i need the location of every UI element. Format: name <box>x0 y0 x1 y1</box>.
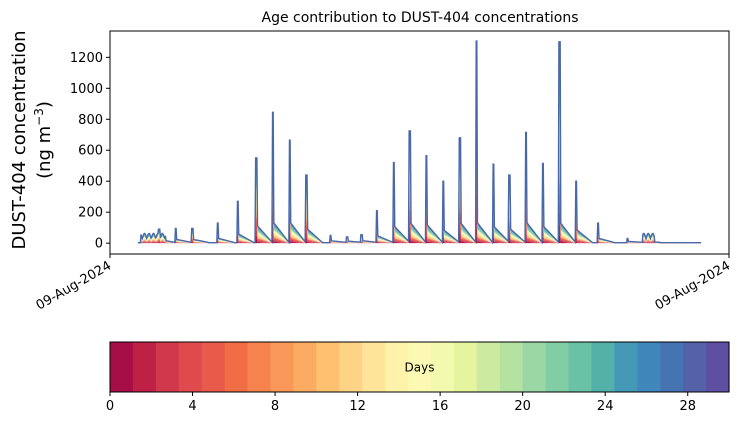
age-band-9 <box>137 168 702 243</box>
age-band-21 <box>137 67 702 243</box>
colorbar-segment <box>110 342 134 392</box>
age-band-11 <box>137 145 702 243</box>
colorbar-tick-label: 20 <box>514 399 531 414</box>
total-series-line <box>137 40 702 245</box>
colorbar: Days 0 4 8 12 16 20 24 28 <box>106 341 730 414</box>
colorbar-tick-label: 16 <box>432 399 449 414</box>
colorbar-segment <box>499 342 524 392</box>
colorbar-segment <box>155 342 180 392</box>
y-tick-label: 0 <box>95 237 103 252</box>
age-band-26 <box>137 41 702 243</box>
colorbar-tick-label: 12 <box>349 399 366 414</box>
age-band-14 <box>137 119 702 243</box>
unit-suffix: ) <box>34 101 55 108</box>
age-band-19 <box>137 90 702 243</box>
age-band-18 <box>137 100 702 243</box>
age-band-13 <box>137 125 702 243</box>
colorbar-segment <box>706 342 730 392</box>
series-group <box>137 40 702 245</box>
age-band-22 <box>137 58 702 243</box>
colorbar-segment <box>132 342 157 392</box>
colorbar-segment <box>591 342 615 392</box>
colorbar-segment <box>545 342 570 392</box>
x-tick-label: 09-Aug-2024 <box>653 258 733 313</box>
age-band-23 <box>137 52 702 243</box>
colorbar-tick-label: 28 <box>679 399 696 414</box>
age-band-25 <box>137 45 702 243</box>
y-tick-label: 600 <box>78 144 103 159</box>
unit-prefix: (ng m <box>34 126 55 179</box>
colorbar-tick-label: 4 <box>188 399 196 414</box>
y-tick-label: 800 <box>78 113 103 128</box>
age-band-15 <box>137 116 702 243</box>
colorbar-segment <box>270 342 295 392</box>
y-axis-label-unit: (ng m−3) <box>32 101 55 179</box>
age-band-0 <box>137 235 702 244</box>
colorbar-segment <box>385 342 409 392</box>
colorbar-segment <box>293 342 317 392</box>
colorbar-tick-label: 0 <box>106 399 114 414</box>
colorbar-segment <box>660 342 684 392</box>
age-band-1 <box>137 225 702 244</box>
colorbar-segment <box>614 342 638 392</box>
y-tick-label: 1000 <box>70 82 103 97</box>
y-tick-label: 400 <box>78 175 103 190</box>
y-tick-label: 200 <box>78 206 103 221</box>
colorbar-segment <box>683 342 707 392</box>
plot-area: 0 200 400 600 800 1000 1200 09-Aug-2024 09-Aug-2… <box>34 30 733 314</box>
age-band-10 <box>137 157 702 243</box>
age-band-20 <box>137 78 702 243</box>
colorbar-segment <box>453 342 478 392</box>
colorbar-segment <box>224 342 249 392</box>
colorbar-segment <box>178 342 203 392</box>
colorbar-segment <box>430 342 455 392</box>
colorbar-segment <box>476 342 501 392</box>
y-tick-label: 1200 <box>70 51 103 66</box>
x-tick-label: 09-Aug-2024 <box>34 258 114 313</box>
colorbar-segment <box>339 342 363 392</box>
colorbar-segment <box>408 342 432 392</box>
colorbar-segment <box>316 342 340 392</box>
chart-title: Age contribution to DUST-404 concentrati… <box>262 10 579 26</box>
plot-frame <box>109 30 730 255</box>
colorbar-segment <box>522 342 547 392</box>
age-band-12 <box>137 134 702 243</box>
colorbar-segment <box>568 342 593 392</box>
colorbar-tick-label: 24 <box>597 399 614 414</box>
age-band-24 <box>137 48 702 243</box>
unit-exponent: −3 <box>32 108 46 126</box>
colorbar-frame <box>109 341 730 393</box>
colorbar-segment <box>637 342 661 392</box>
colorbar-segment <box>362 342 386 392</box>
y-axis-label: DUST-404 concentration (ng m−3) <box>9 30 55 249</box>
colorbar-label: Days <box>405 361 435 375</box>
colorbar-segment <box>201 342 226 392</box>
y-axis-label-main: DUST-404 concentration <box>9 30 30 249</box>
age-band-16 <box>137 113 702 243</box>
colorbar-tick-label: 8 <box>271 399 279 414</box>
age-band-17 <box>137 108 702 243</box>
age-band-8 <box>137 175 702 244</box>
colorbar-segment <box>247 342 272 392</box>
